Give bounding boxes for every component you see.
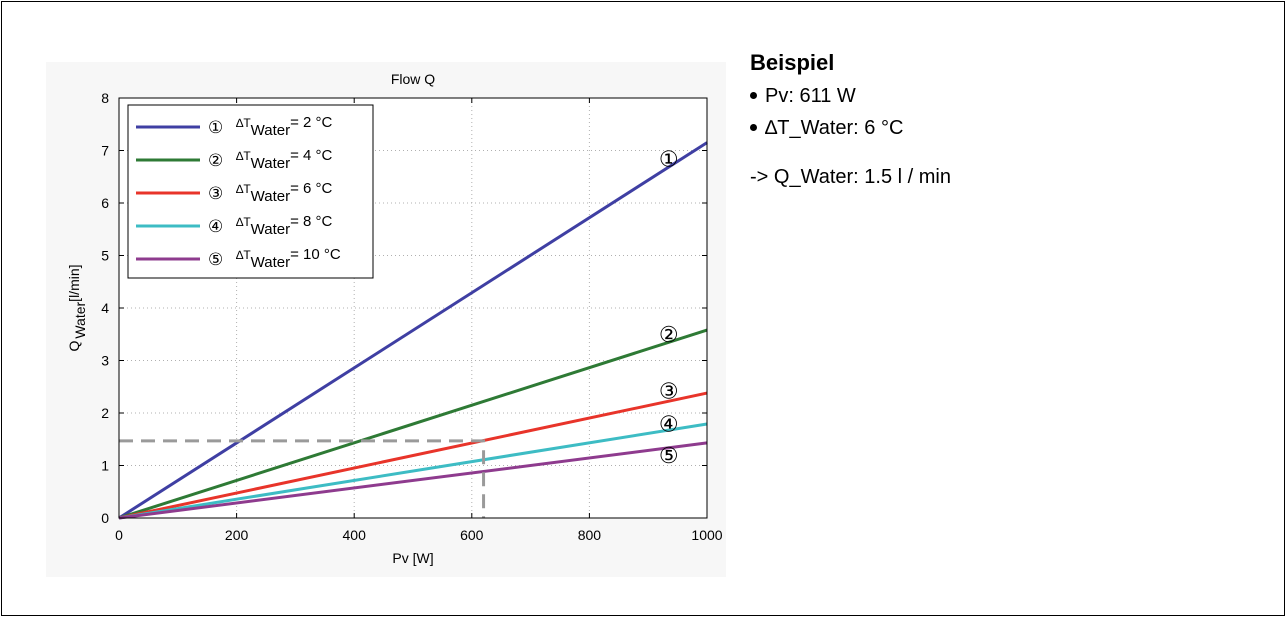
legend-label-3: ∆TWater= 6 °C [236,180,333,205]
legend-label-2: ∆TWater= 4 °C [236,147,333,172]
chart-title: Flow Q [391,71,435,87]
y-tick-label: 6 [101,195,109,211]
legend-dt: ∆T [236,116,251,130]
legend-marker-1: ① [208,118,223,137]
legend-dt-value: = 8 °C [290,213,332,230]
y-tick-label: 3 [101,353,109,369]
legend-marker-4: ④ [208,217,223,236]
y-tick-label: 5 [101,248,109,264]
x-tick-label: 0 [115,527,123,543]
legend-dt-sub: Water [251,254,290,271]
curve-label-5: ⑤ [659,443,679,468]
legend-label-4: ∆TWater= 8 °C [236,213,333,238]
series-line-2 [118,328,708,520]
example-item-deltat-text: ∆T_Water: 6 °C [765,117,904,139]
x-tick-label: 200 [225,527,249,543]
series-line-4 [118,422,708,520]
y-tick-label: 4 [101,300,109,316]
legend-label-5: ∆TWater= 10 °C [236,246,341,271]
x-tick-label: 600 [460,527,484,543]
curve-label-1: ① [659,146,679,171]
annotation-line [119,439,486,518]
legend-marker-3: ③ [208,184,223,203]
legend-marker-5: ⑤ [208,250,223,269]
x-axis-label: Pv [W] [392,550,433,566]
example-heading: Beispiel [750,50,835,75]
bullet-icon [750,123,757,131]
y-tick-label: 2 [101,405,109,421]
curve-label-3: ③ [659,378,679,403]
legend-dt-value: = 4 °C [290,147,332,164]
legend-dt-value: = 6 °C [290,180,332,197]
y-axis-label: Q Water[l/min] [66,264,88,351]
series-line-1 [118,141,708,520]
example-result: -> Q_Water: 1.5 l / min [750,166,951,188]
bullet-icon [750,91,757,99]
curve-label-2: ② [659,322,679,347]
legend-dt-value: = 10 °C [290,246,341,263]
series-line-3 [118,391,708,520]
y-axis-label-unit: [l/min] [66,264,82,301]
series-line-5 [118,441,708,520]
y-tick-label: 1 [101,458,109,474]
legend-dt-sub: Water [251,122,290,139]
legend-marker-2: ② [208,151,223,170]
example-item-power: Pv: 611 W [750,80,1230,112]
legend-dt-sub: Water [251,155,290,172]
y-tick-label: 0 [101,510,109,526]
example-panel: Beispiel Pv: 611 W ∆T_Water: 6 °C -> Q_W… [750,50,1230,189]
x-tick-label: 400 [343,527,367,543]
legend-dt-sub: Water [251,221,290,238]
example-item-deltat: ∆T_Water: 6 °C [750,112,1230,144]
legend-dt: ∆T [236,182,251,196]
y-axis-label-sub: Water [72,301,88,338]
legend-label-1: ∆TWater= 2 °C [236,114,333,139]
legend-dt-value: = 2 °C [290,114,332,131]
example-list: Pv: 611 W ∆T_Water: 6 °C [750,80,1230,144]
legend-dt: ∆T [236,215,251,229]
y-axis-label-main: Q [66,341,82,352]
x-tick-label: 800 [578,527,602,543]
legend-dt: ∆T [236,248,251,262]
y-tick-label: 8 [101,90,109,106]
legend-dt-sub: Water [251,188,290,205]
curve-label-4: ④ [659,411,679,436]
legend-dt: ∆T [236,149,251,163]
y-tick-label: 7 [101,143,109,159]
example-item-power-text: Pv: 611 W [765,85,856,107]
x-tick-label: 1000 [691,527,722,543]
